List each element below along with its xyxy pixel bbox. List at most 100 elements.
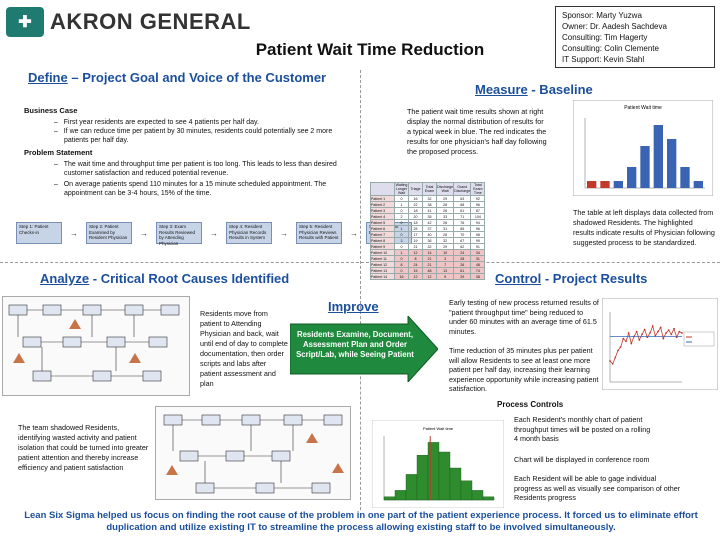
logo: ✚ AKRON GENERAL (6, 6, 266, 38)
flow-step-1: Step 1: Patient Checks-in (16, 222, 62, 244)
measure-data-table: Waiting Longer Wait Triage Total Exam Disch… (370, 182, 486, 280)
control-text-2: Time reduction of 35 minutes plus per pa… (449, 346, 599, 393)
histogram-bar (680, 167, 690, 188)
define-title-u: Define (28, 70, 68, 85)
data-point (678, 330, 681, 333)
histogram-bar (383, 496, 396, 501)
data-point (635, 330, 638, 333)
define-text: Business Case – First year residents are… (24, 106, 344, 198)
histogram-bar (416, 455, 429, 501)
histogram-bar (460, 480, 473, 501)
team-box: Sponsor: Marty Yuzwa Owner: Dr. Aadesh S… (555, 6, 715, 68)
table-header-cell: Total Exam Time (470, 182, 486, 196)
data-point (665, 332, 667, 334)
business-case-item: – If we can reduce time per patient by 3… (54, 128, 333, 144)
histogram-bar (587, 181, 597, 188)
table-header-row: Waiting Longer Wait Triage Total Exam Disch… (370, 182, 486, 196)
histogram-bar (693, 181, 703, 188)
table-cell: 16 (394, 273, 409, 280)
measure-table-note: The table at left displays data collecte… (573, 208, 715, 247)
data-point (630, 342, 633, 345)
control-title: Control - Project Results (495, 271, 647, 286)
arrow-right-icon: → (280, 228, 288, 238)
data-point (611, 362, 614, 365)
measure-title: Measure - Baseline (475, 82, 593, 97)
improve-arrow-text: Residents Examine, Document, Assessment … (296, 330, 414, 359)
improve-arrow (290, 316, 438, 382)
arrow-right-icon: → (140, 228, 148, 238)
data-point (657, 330, 659, 333)
control-item-1: Each Resident's monthly chart of patient… (514, 415, 651, 443)
conclusion-banner: Lean Six Sigma helped us focus on findin… (24, 510, 698, 533)
data-point (667, 329, 670, 332)
measure-title-rest: - Baseline (527, 82, 593, 97)
control-item-2: Chart will be displayed in conference ro… (514, 455, 650, 464)
arrow-right-icon: → (210, 228, 218, 238)
analyze-title-rest: - Critical Root Causes Identified (89, 271, 290, 286)
control-title-u: Control (495, 271, 542, 286)
table-cell: 38 (470, 273, 486, 280)
data-point (619, 346, 622, 348)
team-consulting-1: Consulting: Tim Hagerty (562, 33, 648, 42)
business-case-label: Business Case (24, 106, 78, 115)
histogram-bar (449, 467, 462, 501)
histogram-bar (394, 490, 407, 501)
table-header-cell: Total Exam (422, 182, 437, 196)
data-point (651, 325, 654, 327)
problem-text-2: On average patients spend 110 minutes fo… (63, 181, 327, 197)
table-cell: 9 (435, 273, 455, 280)
histogram-bar (427, 442, 440, 501)
improve-title-u: Improve (328, 299, 379, 314)
table-header-cell: Discharge Wait (435, 182, 455, 196)
data-point (681, 332, 683, 334)
business-case-text-2: If we can reduce time per patient by 30 … (63, 128, 333, 144)
data-point (609, 360, 611, 362)
chart-title: Patient Wait time (624, 105, 662, 111)
team-consulting-2: Consulting: Colin Clemente (562, 44, 659, 53)
table-header-cell: Triage (408, 182, 423, 196)
problem-statement-label: Problem Statement (24, 148, 93, 157)
current-process-map (2, 296, 190, 396)
histogram-bar (667, 139, 677, 188)
data-point (617, 349, 619, 352)
future-process-map (155, 406, 351, 500)
data-point (625, 340, 627, 343)
business-case-text-1: First year residents are expected to see… (63, 119, 259, 126)
table-row: Patient 11 0 8 21 3 28 31 (370, 255, 486, 262)
team-sponsor: Sponsor: Marty Yuzwa (562, 11, 642, 20)
data-point (622, 337, 625, 340)
chart-title: Patient Wait time (423, 426, 454, 431)
table-cell: Patient 14 (370, 273, 395, 280)
data-point (614, 356, 617, 359)
page-title: Patient Wait Time Reduction (255, 40, 485, 59)
run-chart-lines (609, 312, 683, 383)
histogram-bar (600, 181, 610, 188)
table-row: Patient 13 0 15 48 13 61 74 (370, 267, 486, 274)
measure-table-wrap: Waiting Longer Wait Triage Total Exam Disch… (370, 182, 486, 280)
data-point (673, 327, 675, 330)
team-it-support: IT Support: Kevin Stahl (562, 55, 645, 64)
flow-step-5: Step 5: Resident Physician Reviews Resul… (296, 222, 342, 244)
data-point (641, 333, 643, 336)
data-point (670, 333, 673, 336)
arrow-right-icon: → (70, 228, 78, 238)
problem-item: – On average patients spend 110 minutes … (54, 181, 327, 197)
problem-item: – The wait time and throughput time per … (54, 161, 337, 177)
data-point (659, 326, 662, 329)
business-case-item: – First year residents are expected to s… (54, 119, 259, 126)
histogram-bar (482, 496, 495, 501)
analyze-title: Analyze - Critical Root Causes Identifie… (40, 271, 289, 286)
histogram-bar (405, 474, 418, 501)
problem-text-1: The wait time and throughput time per pa… (63, 161, 337, 177)
analyze-title-u: Analyze (40, 271, 90, 286)
histogram-bar (640, 146, 650, 188)
define-title-rest: – Project Goal and Voice of the Customer (67, 70, 327, 85)
flow-step-4: Step 4: Resident Physician Records Resul… (226, 222, 272, 244)
define-title: Define – Project Goal and Voice of the C… (28, 70, 328, 85)
series-line (609, 324, 683, 365)
table-header-cell (370, 182, 395, 196)
table-cell: 12 (422, 273, 437, 280)
histogram-bars (584, 118, 705, 189)
data-point (649, 332, 651, 334)
data-point (662, 337, 665, 340)
